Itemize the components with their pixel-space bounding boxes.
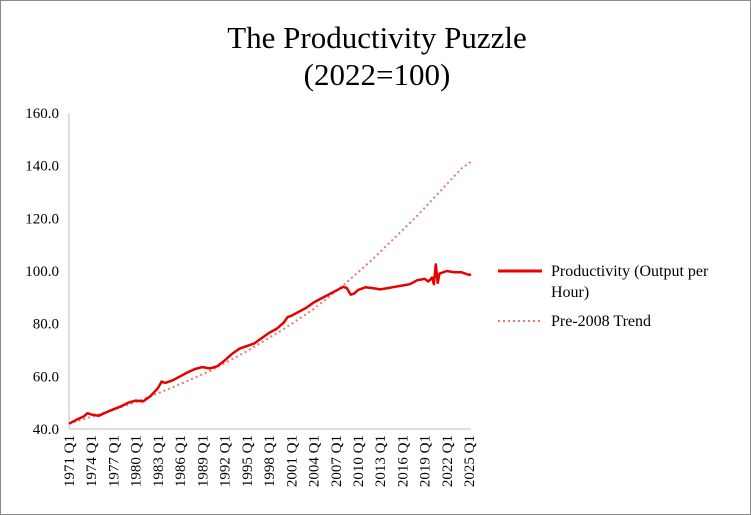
x-tick-label: 2010 Q1: [351, 435, 367, 487]
x-tick-label: 1989 Q1: [195, 435, 211, 487]
series-layer: [68, 160, 472, 425]
x-tick-label: 1977 Q1: [106, 435, 122, 487]
x-tick-label: 1971 Q1: [62, 435, 78, 487]
y-axis-ticks: 40.0 60.0 80.0 100.0 120.0 140.0 160.0: [25, 106, 59, 438]
legend-label-trend: Pre-2008 Trend: [551, 313, 651, 330]
y-tick-label: 100.0: [25, 264, 59, 280]
x-axis-ticks: 1971 Q1 1974 Q1 1977 Q1 1980 Q1 1983 Q1 1986 …: [62, 435, 478, 487]
chart-title-line-1: The Productivity Puzzle: [227, 20, 527, 55]
legend: Productivity (Output per Hour) Pre-2008 …: [498, 263, 709, 330]
x-tick-label: 1995 Q1: [240, 435, 256, 487]
series-line-productivity: [68, 263, 472, 425]
x-tick-label: 2022 Q1: [440, 435, 456, 487]
x-tick-label: 2001 Q1: [284, 435, 300, 487]
legend-label-productivity-line-1: Productivity (Output per: [551, 263, 709, 280]
y-tick-label: 160.0: [25, 106, 59, 122]
x-tick-label: 2004 Q1: [307, 435, 323, 487]
y-tick-label: 80.0: [33, 317, 59, 333]
x-tick-label: 1998 Q1: [262, 435, 278, 487]
x-tick-label: 1980 Q1: [129, 435, 145, 487]
x-tick-label: 2013 Q1: [373, 435, 389, 487]
x-tick-label: 2016 Q1: [395, 435, 411, 487]
x-tick-label: 1992 Q1: [218, 435, 234, 487]
legend-label-productivity-line-2: Hour): [551, 284, 589, 301]
y-tick-label: 120.0: [25, 211, 59, 227]
x-tick-label: 2007 Q1: [329, 435, 345, 487]
x-tick-label: 1986 Q1: [173, 435, 189, 487]
y-tick-label: 60.0: [33, 369, 59, 385]
x-tick-label: 1983 Q1: [151, 435, 167, 487]
y-tick-label: 140.0: [25, 159, 59, 175]
series-line-pre-2008-trend: [68, 160, 472, 425]
x-tick-label: 2019 Q1: [418, 435, 434, 487]
y-tick-label: 40.0: [33, 422, 59, 438]
chart-title-line-2: (2022=100): [304, 57, 451, 92]
x-tick-label: 2025 Q1: [462, 435, 478, 487]
x-tick-label: 1974 Q1: [84, 435, 100, 487]
